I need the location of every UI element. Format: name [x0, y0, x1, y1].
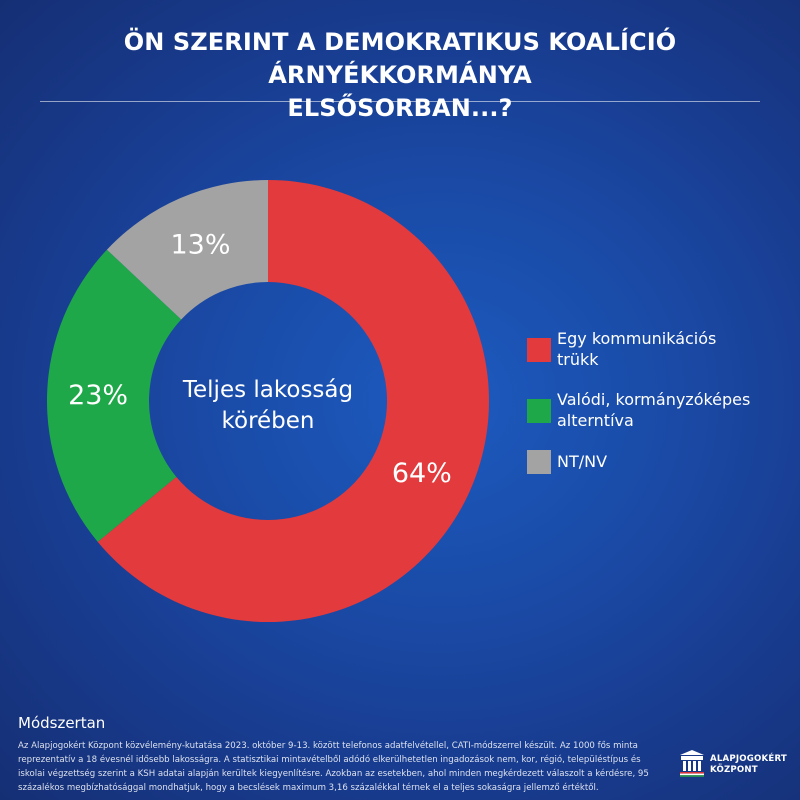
donut-slices: [46, 180, 489, 622]
methodology-text: Az Alapjogokért Központ közvélemény-kuta…: [18, 741, 649, 793]
title-divider: [40, 101, 760, 102]
center-label-line-2: körében: [222, 408, 315, 434]
methodology-section: Módszertan Az Alapjogokért Központ közvé…: [18, 713, 658, 795]
slice-kommunikacios-trukk-label: 64%: [392, 458, 452, 489]
legend-swatch-red: [527, 338, 551, 362]
page-title-line-2: ELSŐSORBAN...?: [287, 94, 513, 122]
legend-label-line-1: Egy kommunikációs: [557, 329, 717, 348]
methodology-title: Módszertan: [18, 714, 106, 732]
legend-label-line-1: Valódi, kormányzóképes: [557, 390, 751, 409]
donut-slice-labels: 64% 23% 13%: [68, 229, 452, 488]
page-title: ÖN SZERINT A DEMOKRATIKUS KOALÍCIÓ ÁRNYÉ…: [40, 26, 760, 125]
page-title-line-1: ÖN SZERINT A DEMOKRATIKUS KOALÍCIÓ ÁRNYÉ…: [123, 28, 677, 89]
slice-valodi-alternativa-label: 23%: [68, 380, 128, 411]
logo-text: ALAPJOGOKÉRT KÖZPONT: [710, 754, 787, 776]
slice-nt-nv: [106, 180, 268, 320]
legend-item-valodi-alternativa: Valódi, kormányzóképes alterntíva: [527, 389, 777, 431]
legend-label-line-2: trükk: [557, 350, 599, 369]
alapjogokert-logo-icon: [680, 750, 704, 777]
legend-item-kommunikacios-trukk: Egy kommunikációs trükk: [527, 328, 777, 370]
logo-text-line-2: KÖZPONT: [710, 765, 758, 775]
center-label-line-1: Teljes lakosság: [182, 377, 353, 403]
slice-valodi-alternativa: [46, 249, 182, 542]
legend-label-line-2: alterntíva: [557, 411, 634, 430]
legend-swatch-gray: [527, 450, 551, 474]
legend-swatch-green: [527, 399, 551, 423]
logo-text-line-1: ALAPJOGOKÉRT: [710, 754, 787, 764]
chart-legend: Egy kommunikációs trükk Valódi, kormányz…: [527, 328, 777, 474]
alapjogokert-logo: ALAPJOGOKÉRT KÖZPONT: [678, 748, 788, 782]
legend-item-nt-nv: NT/NV: [527, 450, 777, 474]
legend-label-line-1: NT/NV: [557, 452, 608, 471]
slice-nt-nv-label: 13%: [170, 229, 230, 260]
slice-kommunikacios-trukk: [97, 180, 489, 622]
